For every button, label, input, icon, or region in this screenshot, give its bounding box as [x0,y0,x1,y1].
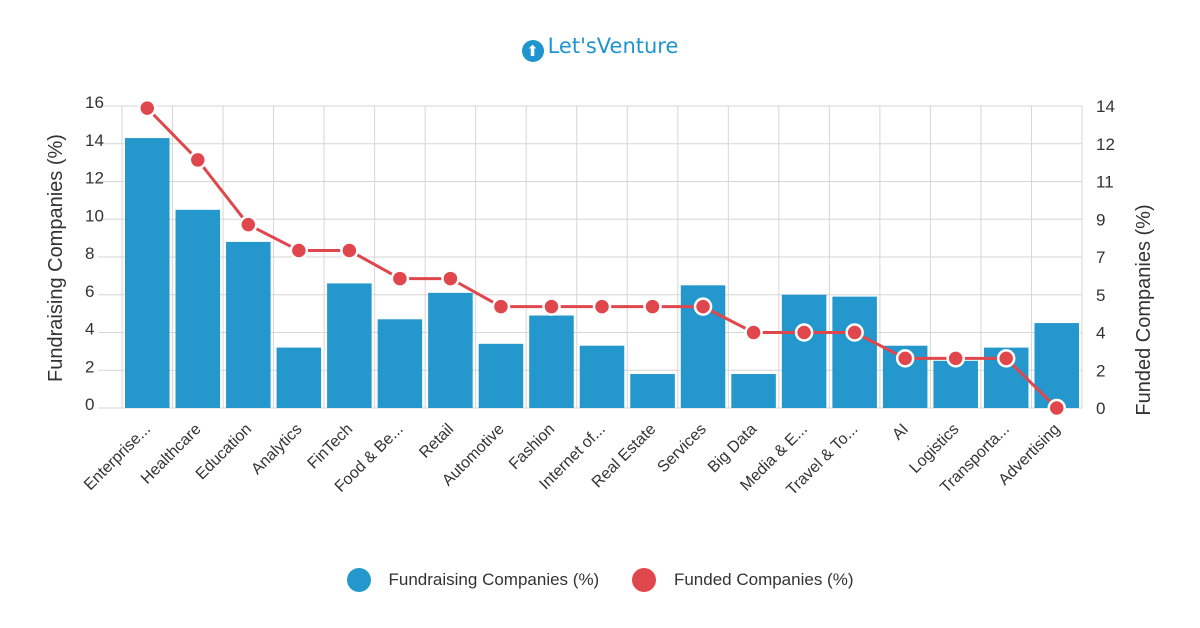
legend-label-funded: Funded Companies (%) [673,570,854,589]
line-point [946,349,965,368]
left-tick-label: 2 [85,357,94,376]
bar [125,138,170,408]
bar [731,374,776,408]
logo-text: Let'sVenture [547,34,679,58]
left-tick-label: 14 [85,131,104,150]
funded-line [138,98,1066,418]
right-tick-label: 7 [1096,248,1105,267]
bar [933,360,978,408]
left-tick-label: 0 [85,395,94,414]
line-point [592,297,612,316]
line-point [845,323,864,342]
bar [832,296,877,408]
right-tick-label: 2 [1096,361,1105,380]
category-label: Services [654,421,709,476]
legend-item-funded[interactable]: Funded Companies (%) [631,568,854,592]
category-label: AI [889,421,912,444]
right-tick-label: 11 [1096,173,1114,192]
category-label: Analytics [248,421,305,478]
bar [781,294,827,408]
bar [630,374,675,408]
legend: Fundraising Companies (%) Funded Compani… [0,568,1200,597]
legend-swatch-funded [631,568,656,592]
y2-axis-title: Funded Companies (%) [1133,204,1155,415]
category-label: Fashion [506,421,558,473]
line-point [289,241,309,260]
right-tick-label: 9 [1096,210,1105,229]
ticks: 16 14 12 10 8 6 4 2 0 14 12 11 9 7 5 4 2 0 [85,93,1115,418]
category-label: Education [193,421,255,483]
left-tick-label: 10 [85,206,104,225]
up-arrow-circle-icon: ⬆ [521,40,544,62]
bar [226,241,271,408]
bar [428,292,473,408]
line-point [895,349,915,368]
line-point [239,215,258,234]
legend-label-fundraising: Fundraising Companies (%) [388,570,600,589]
line-point [138,98,157,118]
left-tick-label: 12 [85,169,104,188]
right-tick-label: 5 [1096,286,1105,305]
bar [175,209,221,408]
line-point [1047,398,1066,418]
right-tick-label: 14 [1096,97,1115,116]
line-point [340,241,359,260]
left-tick-label: 8 [85,244,94,263]
category-label: FinTech [305,421,357,473]
line-point [744,323,763,342]
bars [125,138,1079,408]
bar [478,343,524,408]
bar [1034,323,1079,408]
line-point [441,269,460,288]
right-tick-label: 12 [1096,135,1115,154]
line-point [542,297,561,316]
line-point [693,297,713,316]
bar [327,283,372,408]
line-point [491,297,511,316]
line-point [794,323,814,342]
category-label: Enterprise... [81,421,154,494]
right-tick-label: 4 [1096,324,1105,343]
right-tick-label: 0 [1096,399,1105,418]
legend-item-fundraising[interactable]: Fundraising Companies (%) [346,568,600,592]
left-tick-label: 6 [85,282,94,301]
line-point [643,297,662,316]
y-axis-title: Fundraising Companies (%) [45,134,67,382]
category-label: Retail [416,421,457,462]
category-labels: Enterprise...HealthcareEducationAnalytic… [81,421,1063,499]
left-tick-label: 4 [85,320,94,339]
line-point [188,150,208,170]
bar [579,345,625,408]
legend-swatch-fundraising [346,568,371,592]
bar [276,347,322,408]
bar [377,319,423,408]
line-point [390,269,410,288]
line-point [996,349,1016,368]
logo: ⬆ Let'sVenture [0,34,1200,62]
bar [529,315,574,408]
left-tick-label: 16 [85,93,104,112]
